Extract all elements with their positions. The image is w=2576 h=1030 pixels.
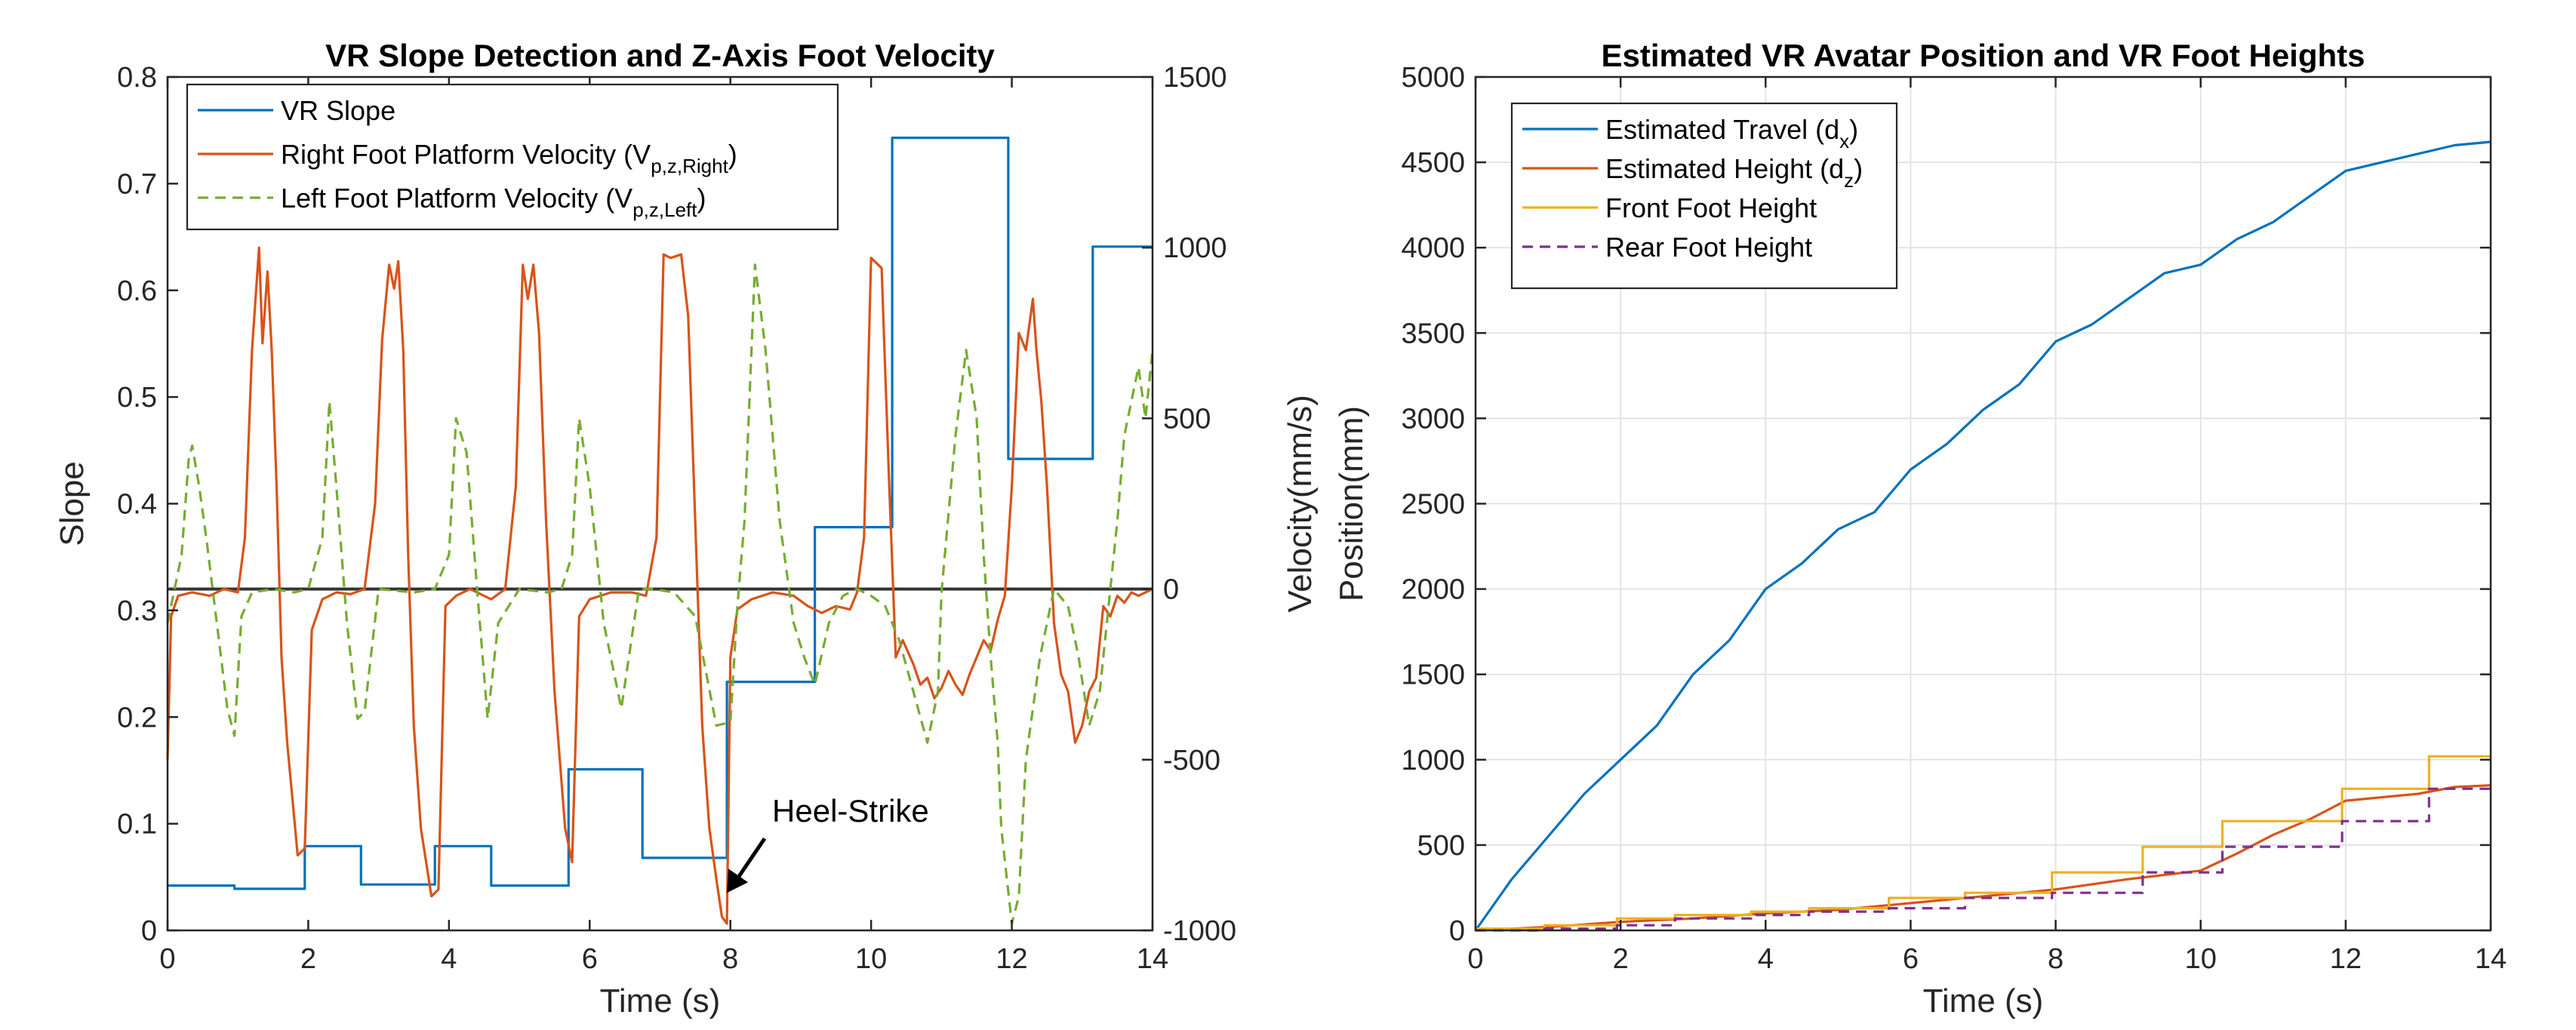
y-tick-label: 0.4 <box>117 489 157 521</box>
y-tick-label: 4500 <box>1401 147 1465 179</box>
y-tick-label: 0.8 <box>117 62 157 94</box>
series-line-1 <box>168 137 1153 890</box>
chart-title: Estimated VR Avatar Position and VR Foot… <box>1601 38 2365 73</box>
x-tick-label: 2 <box>300 943 316 975</box>
y-tick-label: 0.7 <box>117 168 157 200</box>
series-line-1 <box>1474 140 2491 931</box>
y-tick-label: 0.1 <box>117 809 157 841</box>
x-tick-label: 6 <box>582 943 598 975</box>
legend-box <box>186 83 839 231</box>
y-axis-label: Slope <box>54 461 91 546</box>
x-tick-label: 8 <box>722 943 738 975</box>
legend-box <box>1510 102 1898 290</box>
annotation-label: Heel-Strike <box>772 793 929 829</box>
x-axis-label: Time (s) <box>1923 982 2044 1019</box>
legend-label: Left Foot Platform Velocity (Vp,z,Left) <box>281 183 706 221</box>
x-tick-label: 0 <box>159 943 175 975</box>
y-tick-right-label: -1000 <box>1163 915 1236 947</box>
y-tick-label: 1500 <box>1401 660 1465 691</box>
y-axis-right-label: Velocity(mm/s) <box>1282 395 1319 612</box>
x-tick-label: 10 <box>2185 943 2217 975</box>
y-tick-label: 3500 <box>1401 318 1465 349</box>
chart-title: VR Slope Detection and Z-Axis Foot Veloc… <box>325 38 995 73</box>
x-tick-label: 12 <box>2330 943 2362 975</box>
y-tick-right-label: 1000 <box>1163 232 1227 264</box>
y-tick-label: 5000 <box>1401 62 1465 94</box>
series-line-3 <box>166 263 1154 925</box>
series-line-4 <box>1476 787 2491 932</box>
chart-1: 0 2 4 6 8 10 12 14 0 0.1 0.2 0.3 0.4 0.5 0.6 0.7 0.8 -100… <box>54 38 1319 1019</box>
x-tick-label: 4 <box>1758 943 1774 975</box>
legend-label: Estimated Height (dz) <box>1605 153 1863 192</box>
y-tick-right-label: 0 <box>1163 574 1179 606</box>
series-line-2 <box>166 246 1153 925</box>
y-tick-label: 0.6 <box>117 275 157 307</box>
y-tick-right-label: 500 <box>1163 403 1211 435</box>
y-axis-label: Position(mm) <box>1333 406 1370 601</box>
y-tick-right-label: 1500 <box>1163 62 1227 94</box>
y-tick-label: 2000 <box>1401 574 1465 606</box>
chart-2: 0 2 4 6 8 10 12 14 0 500 1000 1500 2000 2500 3000 3500 4… <box>1333 38 2507 1019</box>
legend-label: Front Foot Height <box>1605 192 1817 223</box>
legend: Estimated Travel (dx)Estimated Height (d… <box>1510 102 1898 290</box>
x-tick-label: 2 <box>1613 943 1629 975</box>
legend: VR Slope Right Foot Platform Velocity (Vp… <box>186 83 839 231</box>
y-tick-label: 0.5 <box>117 382 157 414</box>
x-tick-label: 10 <box>855 943 887 975</box>
y-tick-label: 500 <box>1417 830 1465 862</box>
legend-label: Estimated Travel (dx) <box>1605 114 1858 152</box>
y-tick-label: 1000 <box>1401 745 1465 776</box>
x-tick-label: 14 <box>2475 943 2507 975</box>
x-axis-label: Time (s) <box>600 982 721 1019</box>
x-tick-label: 8 <box>2048 943 2064 975</box>
y-tick-label: 2500 <box>1401 489 1465 521</box>
x-tick-label: 12 <box>996 943 1027 975</box>
x-tick-label: 0 <box>1467 943 1483 975</box>
y-tick-right-label: -500 <box>1163 745 1220 776</box>
y-tick-label: 0.3 <box>117 595 157 627</box>
x-tick-label: 14 <box>1137 943 1168 975</box>
legend-label: Right Foot Platform Velocity (Vp,z,Right… <box>281 139 737 177</box>
y-tick-label: 0 <box>1449 915 1465 947</box>
series-line-3 <box>1476 755 2491 930</box>
annotation-arrow <box>734 837 767 882</box>
legend-label: VR Slope <box>281 95 395 126</box>
y-tick-label: 4000 <box>1401 232 1465 264</box>
x-tick-label: 6 <box>1903 943 1919 975</box>
y-tick-label: 3000 <box>1401 403 1465 435</box>
y-tick-label: 0 <box>141 915 157 947</box>
legend-label: Rear Foot Height <box>1605 232 1812 263</box>
annotation-arrowhead <box>727 869 749 893</box>
x-tick-label: 4 <box>441 943 457 975</box>
y-tick-label: 0.2 <box>117 702 157 733</box>
